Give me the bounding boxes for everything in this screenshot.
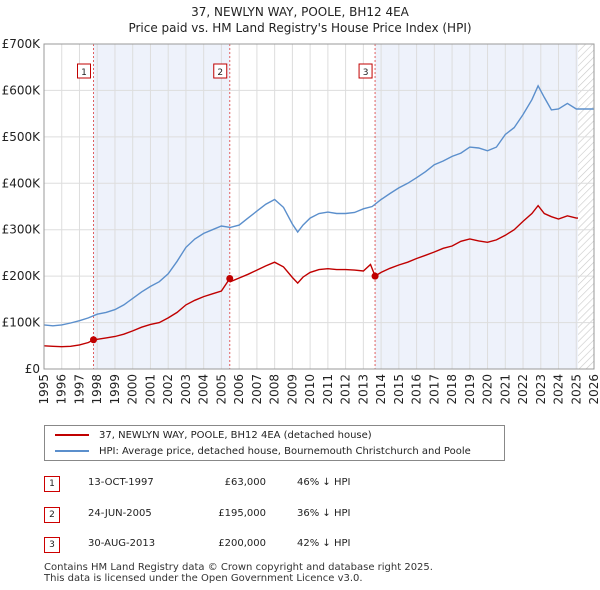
- y-tick-label: £200K: [2, 269, 42, 283]
- price-chart: 37, NEWLYN WAY, POOLE, BH12 4EA Price pa…: [2, 5, 600, 405]
- footer-licence: This data is licensed under the Open Gov…: [44, 573, 363, 584]
- x-tick-label: 2024: [552, 374, 566, 405]
- x-tick-label: 2005: [214, 374, 228, 405]
- x-tick-label: 2008: [268, 374, 282, 405]
- x-tick-label: 1996: [55, 374, 69, 405]
- legend-item-hpi: HPI: Average price, detached house, Bour…: [55, 443, 471, 459]
- x-tick-label: 2025: [569, 374, 583, 405]
- shade-span-1: [93, 44, 230, 369]
- x-tick-label: 2013: [356, 374, 370, 405]
- footer-copyright: Contains HM Land Registry data © Crown c…: [44, 562, 433, 573]
- sale-marker-badge: 3: [44, 537, 60, 553]
- legend: 37, NEWLYN WAY, POOLE, BH12 4EA (detache…: [44, 425, 505, 461]
- sale-point-1: [90, 336, 97, 344]
- sale-price: £63,000: [224, 477, 266, 488]
- x-tick-label: 2010: [303, 374, 317, 405]
- sale-hpi-diff: 46% ↓ HPI: [297, 477, 351, 488]
- sale-label-box-2: [213, 63, 228, 79]
- x-tick-label: 1995: [37, 374, 51, 405]
- x-tick-label: 2001: [143, 374, 157, 405]
- chart-subtitle: Price paid vs. HM Land Registry's House …: [128, 21, 471, 35]
- x-tick-label: 1999: [108, 374, 122, 405]
- sale-point-3: [371, 272, 379, 280]
- sale-label-1: 1: [81, 68, 87, 78]
- x-tick-label: 2011: [321, 374, 335, 405]
- x-tick-label: 2021: [498, 374, 512, 405]
- x-tick-label: 2014: [374, 374, 388, 405]
- sale-date: 13-OCT-1997: [88, 477, 154, 488]
- legend-label-property: 37, NEWLYN WAY, POOLE, BH12 4EA (detache…: [99, 429, 372, 441]
- x-tick-label: 2012: [339, 374, 353, 405]
- x-tick-label: 2023: [534, 374, 548, 405]
- x-tick-label: 2006: [232, 374, 246, 405]
- legend-label-hpi: HPI: Average price, detached house, Bour…: [99, 445, 471, 457]
- property-price-line: [43, 204, 578, 348]
- sale-label-2: 2: [217, 68, 223, 78]
- x-tick-label: 2015: [392, 374, 406, 405]
- sale-label-3: 3: [363, 68, 369, 78]
- x-tick-label: 2026: [587, 374, 600, 405]
- y-tick-label: £500K: [2, 130, 42, 144]
- forecast-area: [578, 44, 594, 369]
- x-tick-label: 2016: [410, 374, 424, 405]
- hpi-line: [43, 84, 594, 327]
- x-tick-label: 1998: [90, 374, 104, 405]
- x-tick-label: 2004: [197, 374, 211, 405]
- sale-marker-badge: 2: [44, 507, 60, 523]
- sale-marker-badge: 1: [44, 476, 60, 492]
- y-tick-label: £0: [25, 362, 40, 376]
- sale-hpi-diff: 36% ↓ HPI: [297, 508, 351, 519]
- legend-swatch-property: [55, 434, 89, 436]
- sale-date: 30-AUG-2013: [88, 538, 156, 549]
- x-tick-label: 2022: [516, 374, 530, 405]
- x-tick-label: 2019: [463, 374, 477, 405]
- shade-span-3: [375, 44, 579, 369]
- legend-swatch-hpi: [55, 450, 89, 452]
- x-tick-label: 2018: [445, 374, 459, 405]
- x-tick-label: 2002: [161, 374, 175, 405]
- x-tick-label: 2009: [285, 374, 299, 405]
- x-tick-label: 1997: [72, 374, 86, 405]
- sale-point-2: [226, 274, 234, 282]
- sale-price: £195,000: [218, 508, 266, 519]
- sale-label-box-1: [77, 63, 91, 79]
- x-tick-label: 2000: [126, 374, 140, 405]
- sale-label-box-3: [358, 63, 373, 79]
- y-tick-label: £100K: [2, 316, 42, 330]
- y-tick-label: £400K: [2, 176, 42, 190]
- plot-frame: [43, 43, 595, 370]
- chart-title: 37, NEWLYN WAY, POOLE, BH12 4EA: [191, 5, 410, 19]
- sale-date: 24-JUN-2005: [88, 508, 152, 519]
- y-tick-label: £600K: [2, 83, 42, 97]
- sale-hpi-diff: 42% ↓ HPI: [297, 538, 351, 549]
- sale-price: £200,000: [218, 538, 266, 549]
- legend-item-property: 37, NEWLYN WAY, POOLE, BH12 4EA (detache…: [55, 427, 372, 443]
- y-tick-label: £300K: [2, 223, 42, 237]
- x-tick-label: 2017: [427, 374, 441, 405]
- x-tick-label: 2003: [179, 374, 193, 405]
- x-tick-label: 2007: [250, 374, 264, 405]
- x-tick-label: 2020: [481, 374, 495, 405]
- y-tick-label: £700K: [2, 37, 42, 51]
